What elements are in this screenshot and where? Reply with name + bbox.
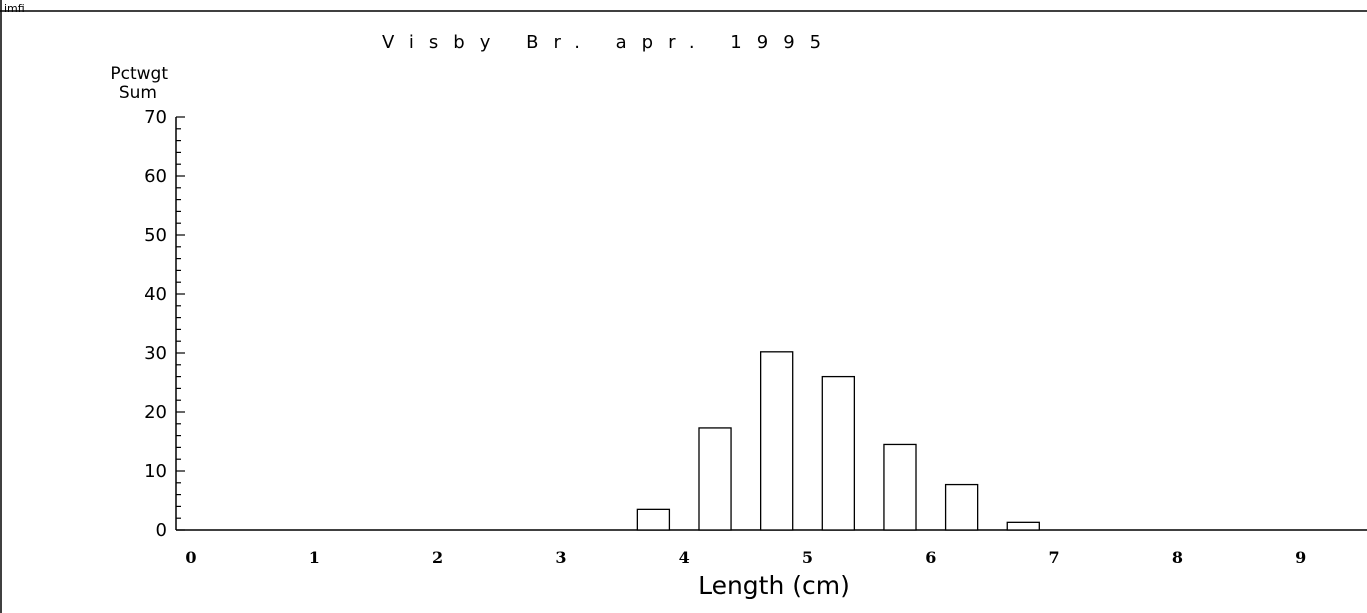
y-tick-label: 10 xyxy=(144,461,167,482)
x-tick-label: 0 xyxy=(185,548,196,567)
y-tick-label: 50 xyxy=(144,225,167,246)
y-tick-label: 70 xyxy=(144,107,167,128)
y-axis-label-line1: Pctwgt xyxy=(110,64,168,84)
bar xyxy=(759,351,794,531)
bar xyxy=(636,508,671,531)
x-tick-label: 9 xyxy=(1295,548,1306,567)
y-tick-label: 30 xyxy=(144,343,167,364)
y-tick-label: 40 xyxy=(144,284,167,305)
bars xyxy=(636,351,1040,531)
y-axis-ticks: 0 10 20 30 40 50 60 70 xyxy=(144,107,185,541)
x-tick-label: 4 xyxy=(679,548,690,567)
bar xyxy=(944,483,979,531)
x-tick-label: 2 xyxy=(432,548,443,567)
y-tick-label: 0 xyxy=(156,520,167,541)
bar xyxy=(883,443,917,531)
x-tick-label: 5 xyxy=(802,548,813,567)
x-tick-label: 8 xyxy=(1172,548,1183,567)
x-tick-label: 1 xyxy=(309,548,320,567)
x-axis-ticks: 0 1 2 3 4 5 6 7 8 9 xyxy=(185,548,1306,567)
bar xyxy=(698,427,732,531)
x-tick-label: 3 xyxy=(555,548,566,567)
x-tick-label: 7 xyxy=(1049,548,1060,567)
chart-title: Visby Br. apr. 1995 xyxy=(382,32,836,53)
y-axis-label-line2: Sum xyxy=(119,83,157,103)
bar xyxy=(821,375,856,531)
y-tick-label: 60 xyxy=(144,166,167,187)
corner-label: imfi xyxy=(4,2,25,15)
x-axis-label: Length (cm) xyxy=(698,571,850,600)
y-tick-label: 20 xyxy=(144,402,167,423)
x-tick-label: 6 xyxy=(925,548,936,567)
bar xyxy=(1006,521,1040,531)
